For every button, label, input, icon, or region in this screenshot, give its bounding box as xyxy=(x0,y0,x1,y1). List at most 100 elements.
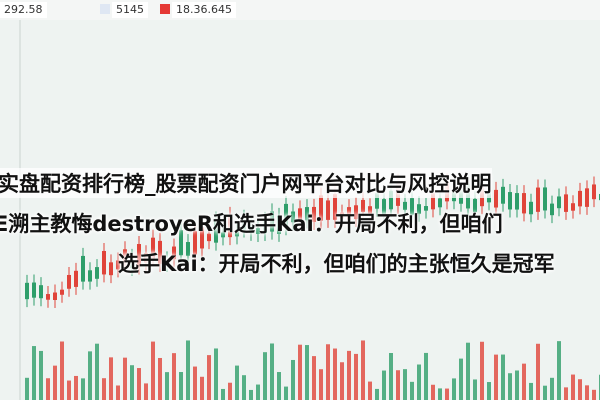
volume-bar xyxy=(207,355,211,400)
volume-bar xyxy=(326,344,330,400)
volume-bar xyxy=(571,374,575,400)
candle-body xyxy=(193,231,197,255)
candle-body xyxy=(326,200,330,220)
volume-bar xyxy=(564,387,568,400)
volume-bar xyxy=(410,381,414,400)
candle-body xyxy=(515,193,519,210)
volume-bar xyxy=(480,341,484,400)
ticker-value: 18.36.645 xyxy=(172,2,236,18)
volume-bar xyxy=(263,352,267,400)
candle-body xyxy=(543,187,547,211)
headline-line: E溯主教悔destroyeR和选手Kai：开局不利，但咱们 xyxy=(0,212,503,236)
candle-body xyxy=(536,187,540,212)
ticker-value: 5145 xyxy=(112,2,148,18)
volume-bar xyxy=(53,365,57,400)
volume-bar xyxy=(501,354,505,400)
candle-body xyxy=(277,215,281,234)
volume-bar xyxy=(116,385,120,400)
candle-body xyxy=(354,205,358,220)
candle-body xyxy=(347,207,351,220)
volume-bar xyxy=(88,351,92,400)
candle-body xyxy=(60,289,64,295)
candle-body xyxy=(130,256,134,269)
candle-body xyxy=(571,203,575,211)
candle-body xyxy=(270,211,274,232)
volume-bar xyxy=(214,348,218,400)
candle-body xyxy=(263,219,267,233)
candle-body xyxy=(165,259,169,264)
volume-bar xyxy=(284,386,288,400)
candle-body xyxy=(382,199,386,215)
volume-bar xyxy=(67,380,71,400)
volume-bar xyxy=(445,388,449,400)
ticker-icon xyxy=(160,4,170,14)
candle-body xyxy=(417,204,421,214)
volume-bar xyxy=(494,354,498,400)
candle-body xyxy=(564,194,568,212)
volume-bar xyxy=(242,375,246,400)
volume-bar xyxy=(109,357,113,400)
candle-body xyxy=(186,242,190,256)
volume-bar xyxy=(578,379,582,400)
candle-body xyxy=(102,250,106,275)
candle-body xyxy=(214,219,218,243)
candle-body xyxy=(95,267,99,279)
volume-bar xyxy=(172,353,176,400)
volume-bar xyxy=(452,378,456,400)
volume-bar xyxy=(186,340,190,400)
volume-bar xyxy=(459,358,463,400)
volume-bar xyxy=(270,343,274,400)
volume-bar xyxy=(235,365,239,400)
volume-bar xyxy=(74,375,78,400)
candle-body xyxy=(431,193,435,210)
candle-body xyxy=(123,249,127,263)
candle-body xyxy=(585,188,589,207)
candle-body xyxy=(228,214,232,238)
volume-bar xyxy=(347,350,351,400)
candle-body xyxy=(501,186,505,204)
candle-body xyxy=(242,217,246,230)
ticker-value: 292.58 xyxy=(0,2,47,18)
volume-bar xyxy=(529,382,533,400)
candle-body xyxy=(74,270,78,287)
candle-body xyxy=(438,198,442,208)
candle-body xyxy=(361,199,365,213)
candle-body xyxy=(305,207,309,221)
volume-bar xyxy=(466,342,470,400)
candle-body xyxy=(137,244,141,267)
candle-body xyxy=(403,201,407,210)
ticker-bar xyxy=(0,0,600,20)
candle-body xyxy=(172,246,176,260)
candle-body xyxy=(179,230,183,256)
volume-bar xyxy=(403,369,407,400)
volume-bar xyxy=(424,352,428,400)
volume-bar xyxy=(193,366,197,400)
volume-bar xyxy=(95,343,99,400)
volume-bar xyxy=(417,364,421,400)
volume-bar xyxy=(536,343,540,400)
headline-line: 选手Kai：开局不利，但咱们的主张恒久是冠军 xyxy=(118,252,555,276)
volume-bar xyxy=(585,385,589,400)
headline-line: 实盘配资排行榜_股票配资门户网平台对比与风控说明 xyxy=(0,168,492,198)
volume-bar xyxy=(277,372,281,400)
candle-body xyxy=(39,285,43,299)
volume-bar xyxy=(396,370,400,400)
volume-bar xyxy=(60,341,64,400)
volume-bar xyxy=(305,345,309,400)
candle-body xyxy=(529,201,533,215)
volume-bar xyxy=(200,376,204,400)
candle-body xyxy=(109,262,113,276)
candle-body xyxy=(375,193,379,209)
volume-bar xyxy=(333,348,337,400)
volume-bar xyxy=(438,388,442,400)
volume-bar xyxy=(382,370,386,400)
candle-body xyxy=(494,189,498,208)
volume-bar xyxy=(515,370,519,400)
volume-bar xyxy=(46,378,50,400)
candle-body xyxy=(81,255,85,282)
volume-bar xyxy=(221,388,225,400)
candle-body xyxy=(235,231,239,237)
volume-bar xyxy=(137,368,141,400)
candle-body xyxy=(200,227,204,249)
